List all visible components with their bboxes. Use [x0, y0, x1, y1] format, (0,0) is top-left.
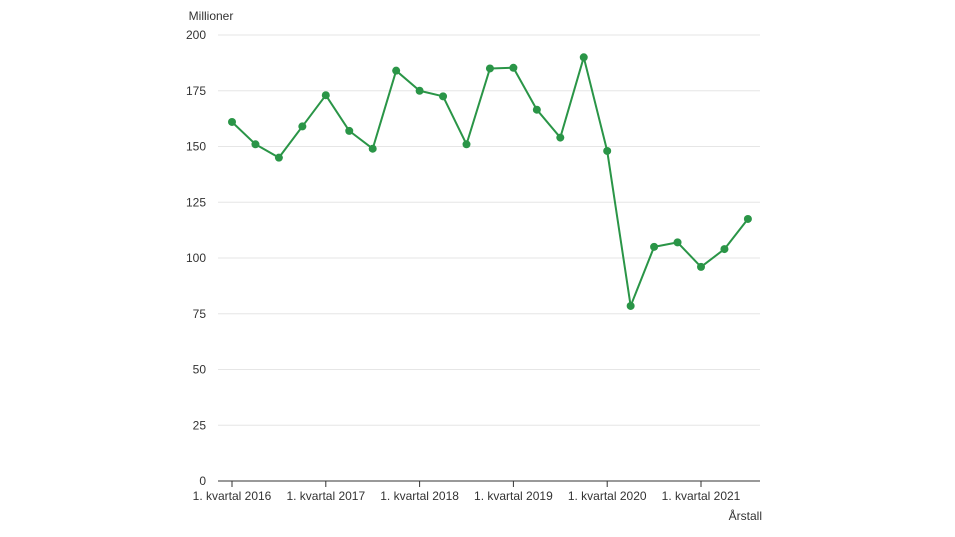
x-axis-title: Årstall — [729, 508, 762, 523]
y-tick-label: 25 — [193, 418, 207, 432]
data-point[interactable] — [673, 238, 682, 247]
data-point[interactable] — [274, 153, 283, 162]
data-point[interactable] — [251, 140, 260, 149]
data-series — [228, 53, 752, 310]
data-point[interactable] — [626, 301, 635, 310]
y-axis-title: Millioner — [189, 9, 234, 23]
y-axis: 0 25 50 75 100 125 150 175 200 — [186, 28, 206, 488]
gridlines — [218, 34, 760, 426]
data-point[interactable] — [228, 117, 236, 126]
data-point[interactable] — [697, 262, 705, 271]
data-point[interactable] — [743, 214, 752, 223]
data-point[interactable] — [532, 105, 541, 114]
data-point[interactable] — [556, 133, 565, 142]
data-point[interactable] — [345, 126, 354, 135]
data-point[interactable] — [439, 92, 448, 101]
data-point[interactable] — [650, 242, 659, 251]
data-point[interactable] — [485, 64, 494, 73]
data-point[interactable] — [321, 91, 330, 100]
x-tick-label: 1. kvartal 2017 — [286, 489, 365, 503]
data-point[interactable] — [368, 144, 377, 153]
y-tick-label: 150 — [186, 140, 206, 154]
x-tick-label: 1. kvartal 2019 — [474, 489, 553, 503]
y-tick-label: 100 — [186, 251, 206, 265]
data-point[interactable] — [415, 86, 424, 95]
y-tick-label: 175 — [186, 84, 206, 98]
data-point[interactable] — [720, 245, 729, 254]
x-axis: 1. kvartal 2016 1. kvartal 2017 1. kvartal… — [193, 480, 760, 503]
y-tick-label: 125 — [186, 195, 206, 209]
x-tick-label: 1. kvartal 2021 — [662, 489, 741, 503]
data-point[interactable] — [603, 146, 612, 155]
data-point[interactable] — [298, 122, 307, 131]
series-line — [231, 56, 749, 307]
x-tick-label: 1. kvartal 2020 — [568, 489, 647, 503]
x-tick-label: 1. kvartal 2016 — [193, 489, 272, 503]
y-tick-label: 50 — [193, 363, 207, 377]
y-tick-label: 200 — [186, 28, 206, 42]
data-point[interactable] — [462, 140, 471, 149]
data-point[interactable] — [392, 66, 401, 75]
y-tick-label: 75 — [193, 307, 207, 321]
data-point[interactable] — [579, 53, 588, 62]
y-tick-label: 0 — [199, 474, 206, 488]
data-point[interactable] — [509, 63, 518, 72]
x-tick-label: 1. kvartal 2018 — [380, 489, 459, 503]
